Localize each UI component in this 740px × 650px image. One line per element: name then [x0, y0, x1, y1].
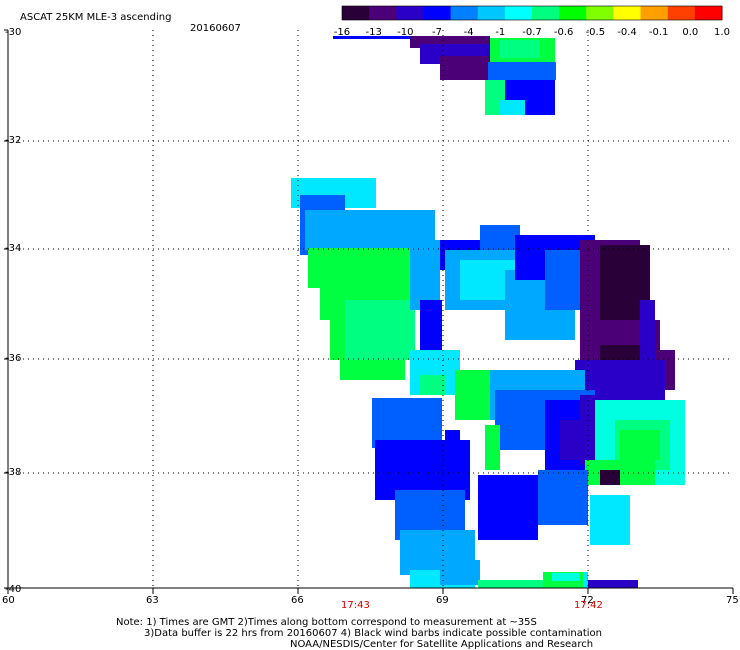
- wind-speed-cell: [420, 375, 445, 395]
- pass-time-label: 17:43: [341, 600, 370, 611]
- wind-speed-cell: [485, 425, 500, 470]
- colorbar-frame: [341, 5, 723, 21]
- wind-speed-cell: [500, 100, 525, 115]
- wind-speed-cell: [478, 475, 538, 540]
- note-line-3: NOAA/NESDIS/Center for Satellite Applica…: [290, 639, 593, 650]
- colorbar-label: -0.4: [617, 27, 637, 38]
- wind-speed-cell: [445, 430, 460, 470]
- wind-speed-cell: [583, 572, 588, 588]
- colorbar-label: 1.0: [714, 27, 730, 38]
- wind-speed-cell: [333, 36, 483, 39]
- x-tick-label: 60: [2, 595, 15, 606]
- colorbar-label: -16: [334, 27, 350, 38]
- note-line-1: Note: 1) Times are GMT 2)Times along bot…: [116, 617, 537, 628]
- colorbar-swatch: [450, 6, 479, 20]
- colorbar-swatch: [640, 6, 669, 20]
- note-line-2: 3)Data buffer is 22 hrs from 20160607 4)…: [144, 628, 602, 639]
- x-tick-label: 69: [436, 595, 449, 606]
- colorbar-label: -1: [495, 27, 505, 38]
- colorbar-swatch: [396, 6, 424, 20]
- colorbar-label: 0.0: [682, 27, 698, 38]
- x-tick-label: 63: [146, 595, 159, 606]
- wind-speed-cell: [440, 560, 480, 585]
- colorbar-label: -0.6: [554, 27, 574, 38]
- wind-speed-cell: [552, 573, 580, 581]
- y-tick-label: -34: [5, 243, 21, 254]
- wind-speed-cell: [620, 430, 660, 460]
- wind-speed-cell: [410, 240, 440, 310]
- colorbar-label: -0.5: [586, 27, 606, 38]
- colorbar-label: -7: [432, 27, 442, 38]
- wind-speed-cell: [545, 250, 585, 310]
- colorbar-label: -4: [464, 27, 474, 38]
- colorbar-swatch: [667, 6, 696, 20]
- wind-speed-cell: [600, 470, 620, 485]
- colorbar-swatch: [613, 6, 642, 20]
- colorbar-swatch: [423, 6, 452, 20]
- wind-speed-cell: [538, 470, 588, 525]
- wind-speed-cell: [500, 40, 540, 58]
- colorbar-swatch: [342, 6, 370, 20]
- colorbar-swatch: [559, 6, 587, 20]
- map-date: 20160607: [190, 23, 241, 34]
- wind-speed-cell: [478, 580, 543, 588]
- map-title: ASCAT 25KM MLE-3 ascending: [20, 12, 171, 23]
- colorbar-swatch: [477, 6, 506, 20]
- wind-speed-cell: [640, 300, 655, 360]
- wind-speed-cell: [520, 95, 555, 115]
- colorbar-label: -0.7: [522, 27, 542, 38]
- wind-swath-data: [291, 36, 685, 588]
- colorbar-swatch: [369, 6, 397, 20]
- y-tick-label: -38: [5, 467, 21, 478]
- y-tick-label: -40: [5, 584, 21, 595]
- wind-speed-cell: [588, 580, 638, 588]
- y-tick-label: -36: [5, 353, 21, 364]
- wind-speed-cell: [480, 225, 520, 250]
- colorbar-swatch: [586, 6, 614, 20]
- x-tick-label: 75: [726, 595, 739, 606]
- colorbar-swatch: [504, 6, 533, 20]
- colorbar-label: -10: [397, 27, 413, 38]
- colorbar: -16 -13 -10 -7 -4 -1 -0.7 -0.6 -0.5 -0.4 -0.1 0.0 1.…: [334, 5, 730, 38]
- y-tick-label: -30: [5, 27, 21, 38]
- x-tick-label: 72: [581, 595, 594, 606]
- wind-speed-cell: [345, 300, 415, 360]
- wind-speed-cell: [455, 370, 490, 420]
- wind-speed-cell: [590, 495, 630, 545]
- colorbar-label: -0.1: [649, 27, 669, 38]
- wind-speed-cell: [488, 62, 556, 80]
- colorbar-label: -13: [365, 27, 381, 38]
- wind-speed-cell: [372, 398, 442, 448]
- lat-lon-grid: [4, 29, 734, 594]
- colorbar-swatch: [532, 6, 560, 20]
- x-tick-label: 66: [291, 595, 304, 606]
- y-tick-label: -32: [5, 135, 21, 146]
- pass-time-label: 17:42: [574, 600, 603, 611]
- colorbar-swatch: [694, 6, 723, 20]
- wind-speed-cell: [420, 300, 442, 360]
